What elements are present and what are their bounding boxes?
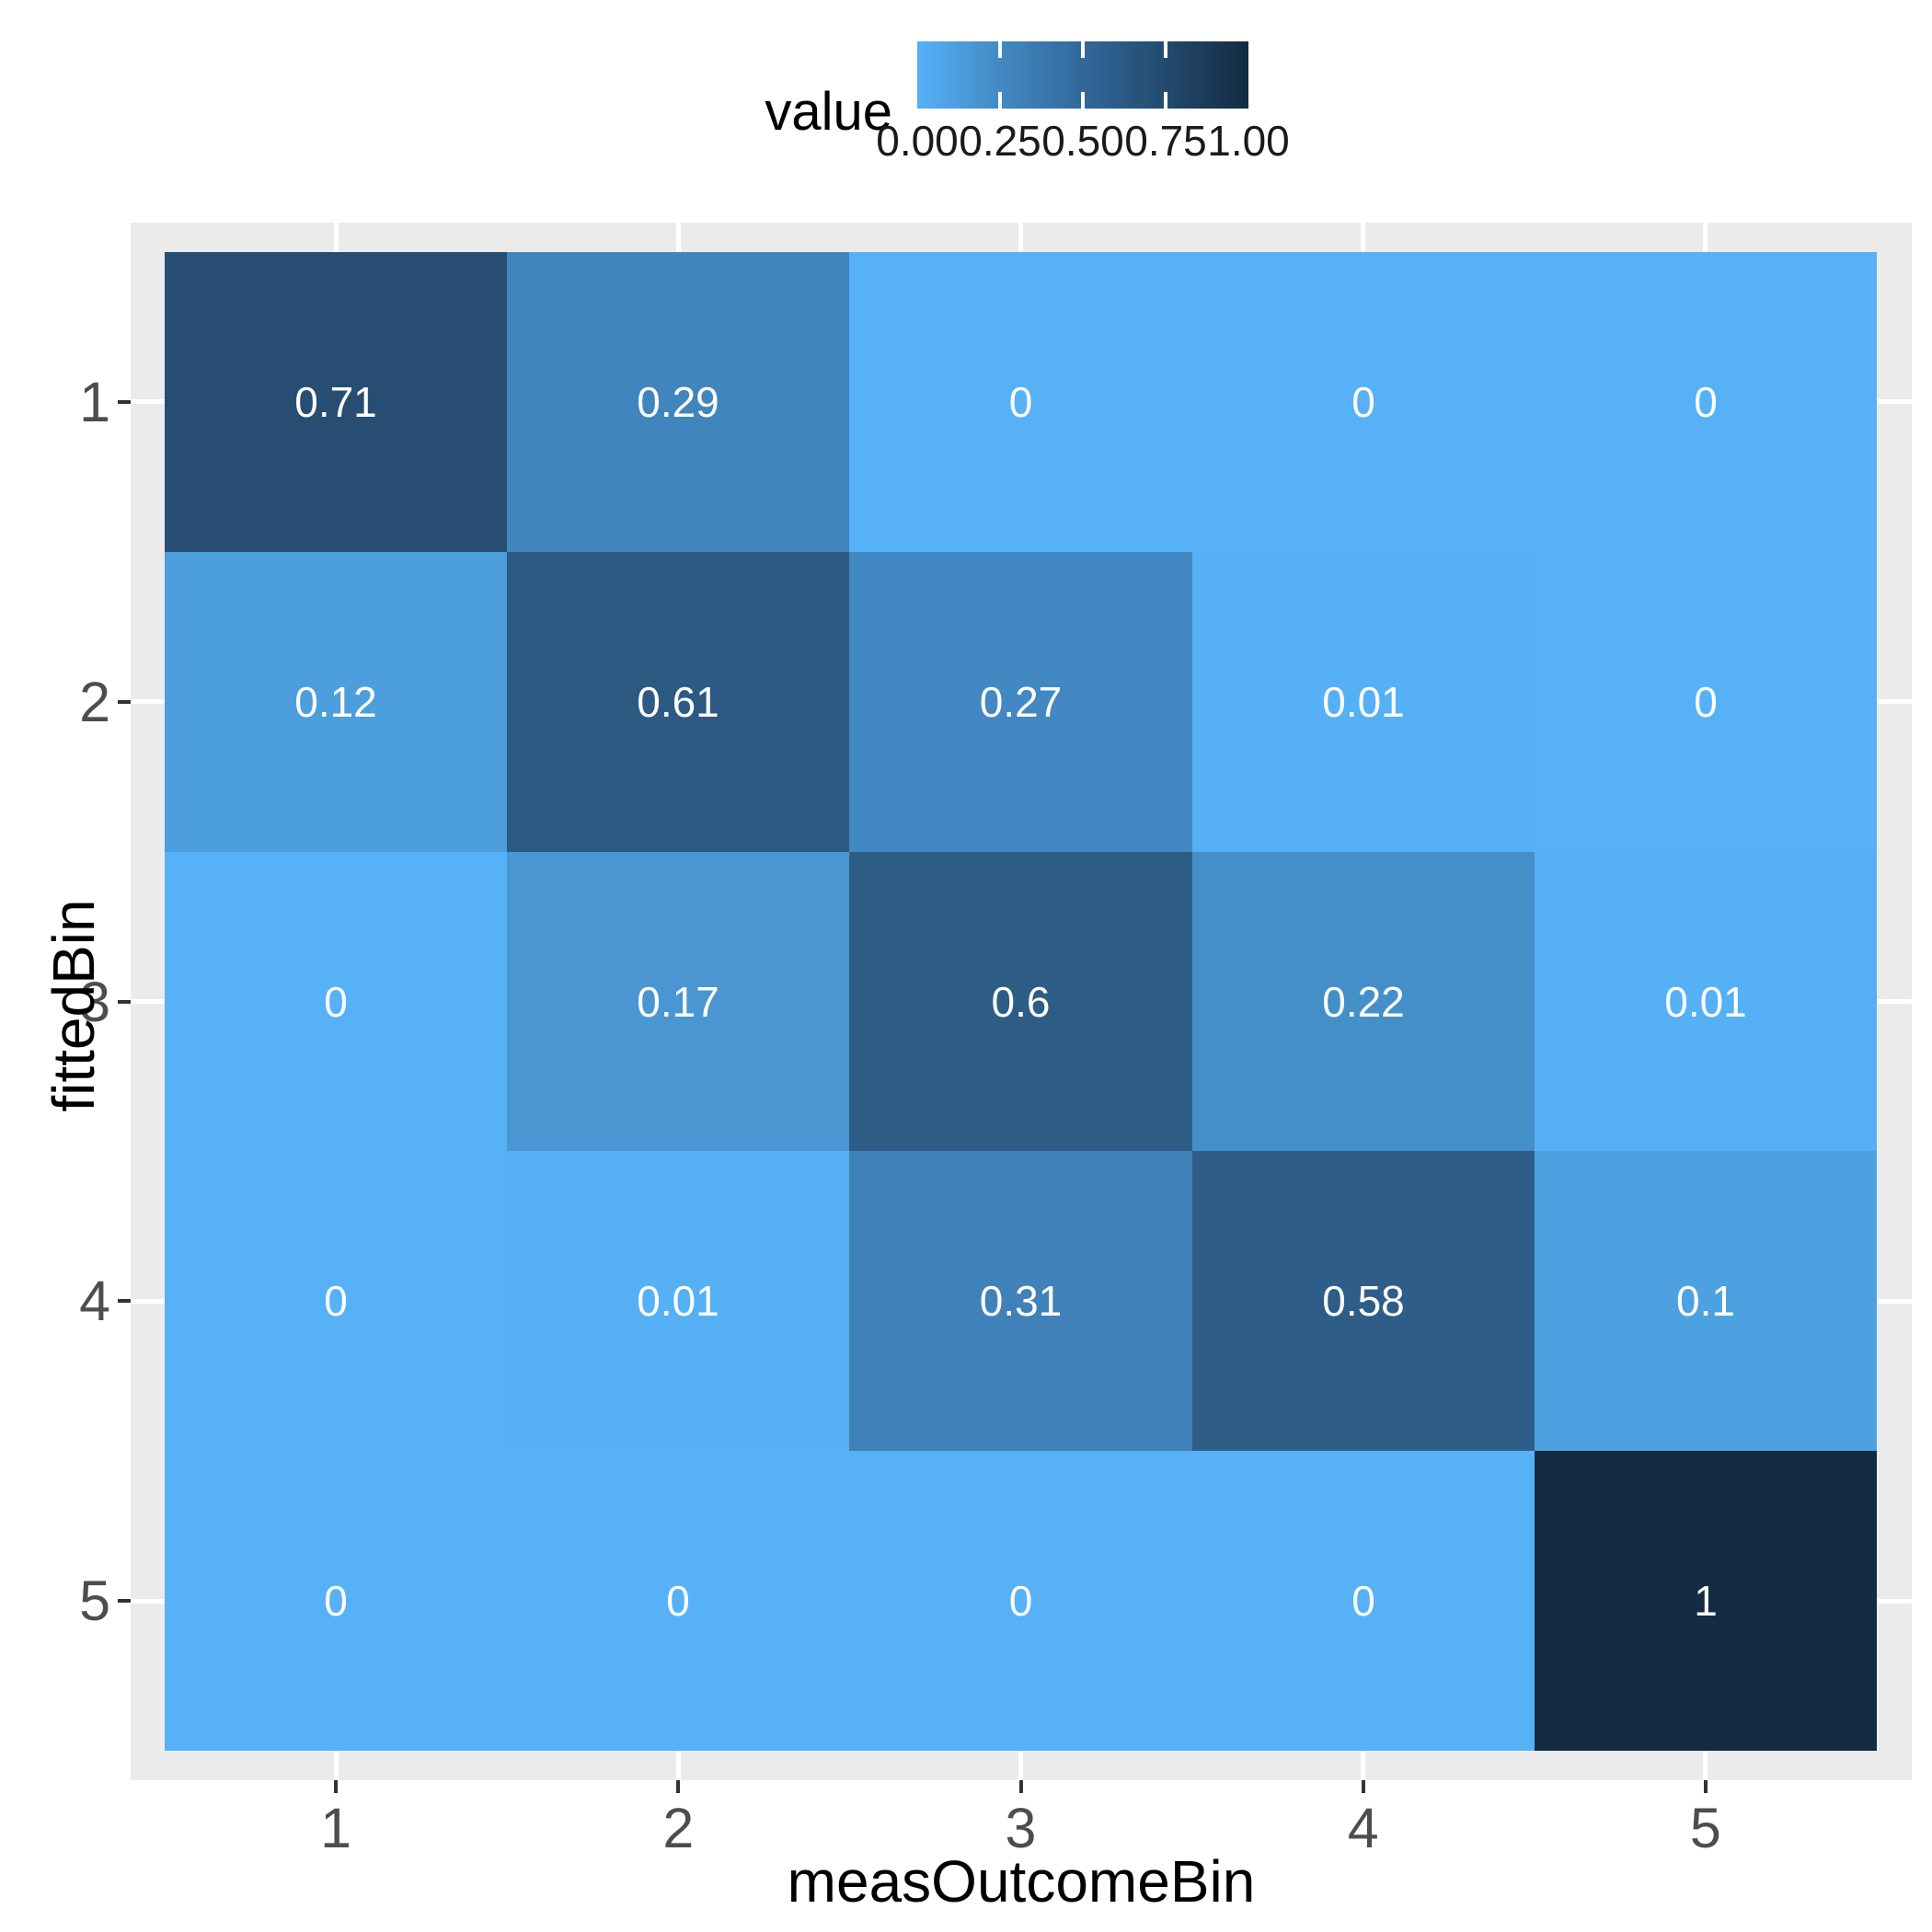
y-axis-tick	[118, 1299, 131, 1304]
heatmap-cell: 0.17	[507, 852, 849, 1151]
legend-tick-label: 1.00	[1207, 117, 1290, 165]
x-axis-tick-label: 3	[1005, 1797, 1037, 1859]
x-axis-title: measOutcomeBin	[787, 1848, 1256, 1915]
heatmap-cell: 0.31	[849, 1151, 1192, 1451]
y-axis-tick-label: 2	[79, 670, 110, 733]
heatmap-cell: 0	[165, 1151, 507, 1451]
cell-value-label: 0	[1008, 378, 1033, 426]
heatmap-cell: 0	[165, 1451, 507, 1751]
legend-tick-mark	[1081, 92, 1085, 109]
legend-tick-mark	[1164, 41, 1167, 58]
cell-value-label: 0	[1694, 678, 1718, 726]
cell-value-label: 0	[1008, 1577, 1033, 1625]
heatmap-cell: 0	[849, 1451, 1192, 1751]
legend-tick-mark	[998, 41, 1002, 58]
cell-value-label: 0.17	[637, 977, 719, 1026]
x-axis-tick	[1703, 1780, 1708, 1793]
heatmap-cell: 0.01	[1535, 852, 1877, 1151]
heatmap-cell: 0.61	[507, 552, 849, 852]
heatmap-cell: 0	[165, 852, 507, 1151]
cell-value-label: 0.1	[1676, 1277, 1735, 1325]
heatmap-cell: 0	[1535, 552, 1877, 852]
heatmap-cell: 0.71	[165, 252, 507, 552]
x-axis-tick-label: 4	[1347, 1797, 1379, 1859]
cell-value-label: 0	[324, 1277, 348, 1325]
cell-value-label: 0	[1694, 378, 1718, 426]
heatmap-cell: 1	[1535, 1451, 1877, 1751]
cell-value-label: 0.61	[637, 678, 719, 726]
cell-value-label: 0.01	[1322, 678, 1405, 726]
x-axis-tick-label: 1	[320, 1797, 352, 1859]
heatmap-cell: 0.01	[507, 1151, 849, 1451]
y-axis-tick-label: 3	[79, 970, 110, 1033]
heatmap-cell: 0.12	[165, 552, 507, 852]
y-axis-tick-label: 4	[79, 1270, 110, 1333]
y-axis-tick	[118, 399, 131, 404]
heatmap-cell: 0	[1192, 252, 1535, 552]
x-axis-tick	[1361, 1780, 1365, 1793]
plot-panel: 0.71 0.29 0 0 0 0.12 0.61 0.27 0.01 0 0 0.17 0.6 0.22…	[131, 223, 1912, 1780]
y-axis-title: fittedBin	[40, 899, 107, 1112]
heatmap-cell: 0	[1192, 1451, 1535, 1751]
heatmap-cell: 0.27	[849, 552, 1192, 852]
x-axis-tick	[334, 1780, 339, 1793]
cell-value-label: 1	[1694, 1577, 1718, 1625]
heatmap-cell: 0.22	[1192, 852, 1535, 1151]
cell-value-label: 0	[666, 1577, 690, 1625]
cell-value-label: 0.12	[294, 678, 377, 726]
heatmap-cell: 0.6	[849, 852, 1192, 1151]
x-axis-tick-label: 5	[1689, 1797, 1721, 1859]
cell-value-label: 0.31	[979, 1277, 1063, 1325]
cell-value-label: 0.29	[637, 378, 719, 426]
cell-value-label: 0	[1351, 378, 1375, 426]
cell-value-label: 0.6	[991, 977, 1051, 1026]
cell-value-label: 0.01	[1664, 977, 1747, 1026]
y-axis-tick	[118, 1599, 131, 1604]
cell-value-label: 0	[1351, 1577, 1375, 1625]
heatmap-cell: 0	[849, 252, 1192, 552]
x-axis-tick	[676, 1780, 681, 1793]
legend-tick-label: 0.25	[959, 117, 1041, 165]
heatmap-cell: 0	[1535, 252, 1877, 552]
legend-tick-mark	[1081, 41, 1085, 58]
cell-value-label: 0	[324, 1577, 348, 1625]
legend-tick-mark	[998, 92, 1002, 109]
legend-tick-label: 0.50	[1041, 117, 1124, 165]
heatmap-cell: 0.01	[1192, 552, 1535, 852]
y-axis-tick	[118, 999, 131, 1004]
heatmap-cell: 0	[507, 1451, 849, 1751]
cell-value-label: 0.58	[1322, 1277, 1405, 1325]
heatmap-cell: 0.58	[1192, 1151, 1535, 1451]
cell-value-label: 0	[324, 977, 348, 1026]
legend-tick-mark	[1164, 92, 1167, 109]
cell-value-label: 0.27	[979, 678, 1063, 726]
x-axis-tick-label: 2	[662, 1797, 695, 1859]
heatmap-cell: 0.1	[1535, 1151, 1877, 1451]
cell-value-label: 0.71	[294, 378, 377, 426]
heatmap-cell: 0.29	[507, 252, 849, 552]
y-axis-tick-label: 1	[79, 370, 110, 433]
legend-tick-label: 0.75	[1124, 117, 1207, 165]
y-axis-tick	[118, 699, 131, 704]
x-axis-tick	[1018, 1780, 1023, 1793]
legend-tick-label: 0.00	[876, 117, 959, 165]
cell-value-label: 0.01	[637, 1277, 719, 1325]
cell-value-label: 0.22	[1322, 977, 1405, 1026]
y-axis-tick-label: 5	[79, 1570, 110, 1633]
legend-title: value	[765, 82, 892, 142]
